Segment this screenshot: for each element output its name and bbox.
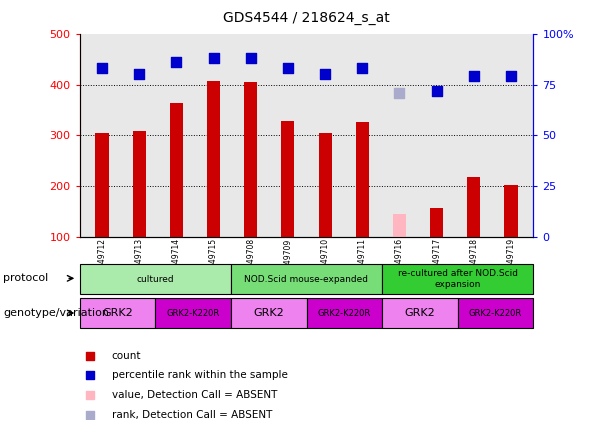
- Point: [208, 55, 218, 62]
- Point: [357, 65, 367, 72]
- Bar: [231, 298, 306, 328]
- Bar: [430, 209, 443, 237]
- Point: [506, 73, 516, 80]
- Text: genotype/variation: genotype/variation: [3, 308, 109, 318]
- Bar: [244, 82, 257, 237]
- Text: count: count: [112, 351, 141, 361]
- Bar: [132, 131, 146, 237]
- Text: GRK2: GRK2: [253, 308, 284, 318]
- Point: [85, 411, 95, 418]
- Text: GRK2-K220R: GRK2-K220R: [318, 308, 371, 318]
- Point: [134, 71, 144, 78]
- Point: [97, 65, 107, 72]
- Text: cultured: cultured: [137, 275, 174, 284]
- Bar: [96, 133, 109, 237]
- Text: NOD.Scid mouse-expanded: NOD.Scid mouse-expanded: [245, 275, 368, 284]
- Bar: [207, 81, 220, 237]
- Bar: [504, 185, 517, 237]
- Text: re-cultured after NOD.Scid
expansion: re-cultured after NOD.Scid expansion: [398, 269, 518, 289]
- Point: [85, 371, 95, 378]
- Text: GRK2: GRK2: [102, 308, 133, 318]
- Point: [85, 353, 95, 360]
- Text: GDS4544 / 218624_s_at: GDS4544 / 218624_s_at: [223, 11, 390, 25]
- Text: GRK2-K220R: GRK2-K220R: [167, 308, 219, 318]
- Bar: [382, 298, 458, 328]
- Point: [395, 89, 405, 96]
- Point: [85, 391, 95, 398]
- Bar: [356, 122, 369, 237]
- Bar: [382, 264, 533, 294]
- Text: GRK2-K220R: GRK2-K220R: [469, 308, 522, 318]
- Bar: [231, 264, 382, 294]
- Bar: [155, 298, 231, 328]
- Point: [246, 55, 256, 62]
- Point: [469, 73, 479, 80]
- Point: [320, 71, 330, 78]
- Bar: [467, 177, 481, 237]
- Point: [432, 87, 441, 94]
- Text: percentile rank within the sample: percentile rank within the sample: [112, 370, 287, 379]
- Bar: [80, 298, 155, 328]
- Bar: [319, 133, 332, 237]
- Bar: [170, 103, 183, 237]
- Text: protocol: protocol: [3, 273, 48, 283]
- Point: [172, 59, 181, 66]
- Point: [283, 65, 293, 72]
- Text: value, Detection Call = ABSENT: value, Detection Call = ABSENT: [112, 390, 277, 400]
- Bar: [80, 264, 231, 294]
- Bar: [306, 298, 382, 328]
- Bar: [458, 298, 533, 328]
- Bar: [281, 121, 294, 237]
- Bar: [393, 214, 406, 237]
- Text: rank, Detection Call = ABSENT: rank, Detection Call = ABSENT: [112, 410, 272, 420]
- Text: GRK2: GRK2: [405, 308, 435, 318]
